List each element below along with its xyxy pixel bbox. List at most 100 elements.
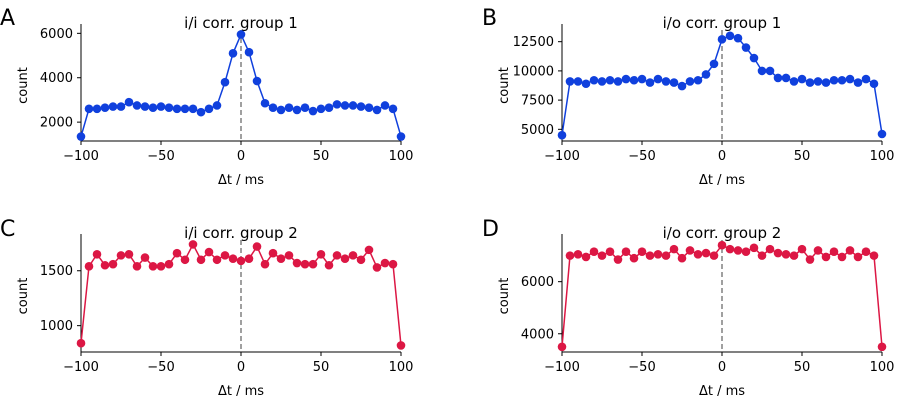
data-point — [781, 250, 791, 259]
data-point — [637, 74, 647, 84]
data-point — [204, 104, 214, 114]
x-axis-label: Δt / ms — [218, 384, 264, 399]
data-point — [693, 75, 703, 85]
data-point — [260, 98, 270, 108]
data-point — [228, 254, 238, 263]
data-point — [693, 250, 703, 259]
data-point — [821, 252, 831, 262]
data-point — [284, 251, 294, 260]
chart-title: i/o corr. group 1 — [663, 14, 782, 32]
x-tick-label: 100 — [870, 360, 895, 375]
data-point — [148, 262, 158, 271]
x-axis-label: Δt / ms — [699, 384, 745, 399]
data-point — [196, 255, 206, 265]
data-point — [236, 256, 246, 266]
data-point — [557, 130, 567, 140]
data-point — [332, 100, 342, 109]
data-point — [116, 251, 126, 260]
data-point — [629, 75, 639, 85]
data-point — [364, 103, 374, 112]
data-point — [869, 251, 879, 260]
chart-title: i/o corr. group 2 — [663, 224, 782, 242]
data-point — [741, 247, 751, 257]
data-point — [797, 74, 807, 84]
x-tick-label: 0 — [237, 149, 245, 164]
data-point — [76, 132, 86, 141]
data-point — [709, 59, 719, 69]
data-point — [308, 259, 318, 269]
data-point — [228, 49, 238, 58]
y-tick-label: 6000 — [40, 27, 73, 42]
data-point — [869, 79, 879, 89]
data-point — [372, 105, 382, 115]
data-point — [837, 252, 847, 262]
data-point — [108, 102, 118, 111]
data-point — [244, 47, 254, 57]
chart-title: i/i corr. group 1 — [184, 14, 298, 32]
data-point — [725, 31, 735, 41]
data-point — [188, 240, 198, 249]
data-point — [821, 78, 831, 87]
x-axis-label: Δt / ms — [218, 173, 264, 188]
data-point — [645, 78, 655, 87]
data-point — [164, 103, 174, 112]
data-point — [252, 242, 262, 251]
y-tick-label: 5000 — [521, 123, 554, 138]
data-point — [733, 246, 743, 255]
data-point — [276, 105, 286, 115]
data-point — [140, 102, 150, 111]
y-tick-label: 10000 — [513, 64, 554, 79]
data-point — [300, 259, 310, 269]
y-axis-label: count — [497, 278, 512, 315]
y-tick-label: 4000 — [40, 71, 73, 86]
data-point — [92, 104, 102, 114]
y-tick-label: 6000 — [521, 275, 554, 290]
data-point — [661, 77, 671, 86]
data-point — [557, 342, 567, 352]
data-point — [861, 247, 871, 257]
data-point — [765, 244, 775, 254]
data-point — [661, 251, 671, 260]
x-tick-label: −50 — [147, 360, 174, 375]
data-point — [605, 247, 615, 257]
data-point — [653, 250, 663, 259]
data-point — [613, 255, 623, 264]
data-point — [164, 259, 174, 269]
data-point — [156, 102, 166, 111]
data-point — [829, 247, 839, 257]
data-point — [268, 103, 278, 112]
data-point — [853, 78, 863, 87]
data-point — [605, 75, 615, 85]
x-tick-label: 100 — [389, 360, 414, 375]
data-point — [677, 81, 687, 91]
data-point — [396, 341, 406, 350]
data-point — [220, 77, 230, 87]
data-point — [308, 106, 318, 116]
x-tick-label: 50 — [313, 360, 330, 375]
y-tick-label: 2000 — [40, 116, 73, 131]
data-point — [148, 103, 158, 112]
data-point — [292, 105, 302, 115]
x-tick-label: −50 — [628, 360, 655, 375]
data-point — [388, 104, 398, 114]
x-tick-label: −50 — [628, 149, 655, 164]
data-point — [573, 250, 583, 259]
data-point — [597, 251, 607, 260]
data-point — [621, 74, 631, 84]
data-point — [324, 103, 334, 112]
data-point — [348, 101, 358, 110]
x-tick-label: −50 — [147, 149, 174, 164]
data-point — [877, 129, 887, 139]
data-point — [637, 247, 647, 257]
data-point — [621, 247, 631, 257]
data-point — [292, 258, 302, 268]
data-point — [837, 75, 847, 85]
data-point — [388, 259, 398, 269]
data-point — [172, 248, 182, 258]
chart-title: i/i corr. group 2 — [184, 224, 298, 242]
data-point — [565, 251, 575, 260]
data-point — [316, 104, 326, 114]
